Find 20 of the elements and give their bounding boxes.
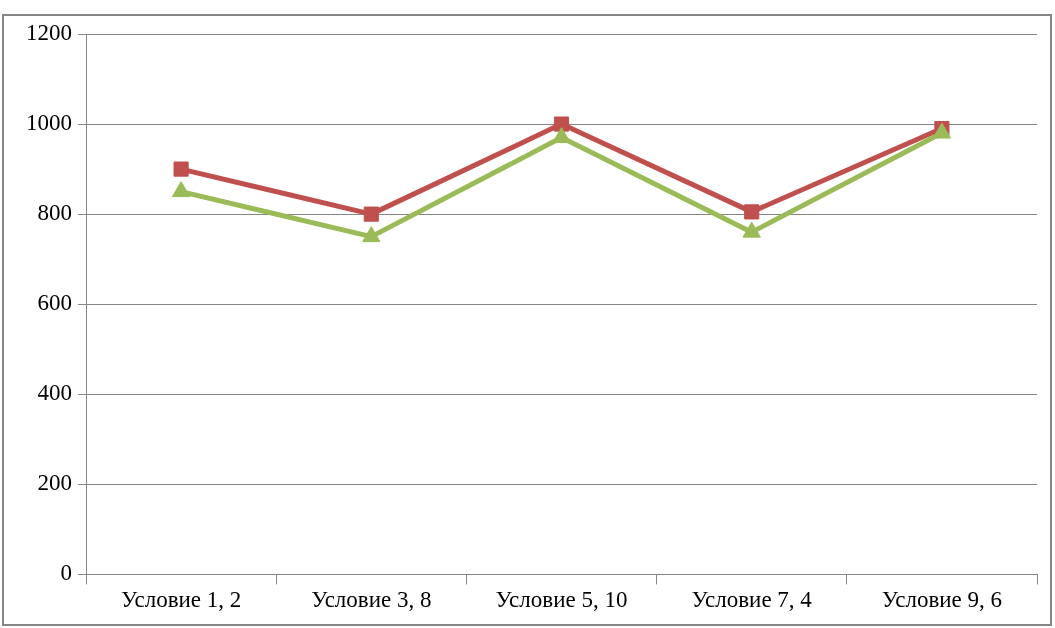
y-tick-label: 1200 [26, 20, 72, 46]
point [362, 226, 381, 243]
y-tick-label: 600 [37, 290, 72, 316]
x-tick-label: Условие 5, 10 [495, 587, 628, 613]
x-tick-label: Условие 9, 6 [881, 587, 1003, 613]
point [742, 221, 761, 238]
y-tick-label: 0 [60, 560, 72, 586]
point [744, 204, 760, 220]
point [363, 206, 379, 222]
x-tick-label: Условие 3, 8 [311, 587, 432, 613]
y-tick-label: 1000 [26, 110, 72, 136]
x-tick-label: Условие 1, 2 [120, 587, 242, 613]
point [173, 161, 189, 177]
point [552, 127, 571, 144]
y-tick-label: 200 [37, 470, 72, 496]
point [171, 181, 191, 198]
y-tick-label: 800 [37, 200, 72, 226]
y-tick-label: 400 [37, 380, 72, 406]
point [553, 116, 570, 132]
x-tick-label: Условие 7, 4 [691, 587, 813, 613]
